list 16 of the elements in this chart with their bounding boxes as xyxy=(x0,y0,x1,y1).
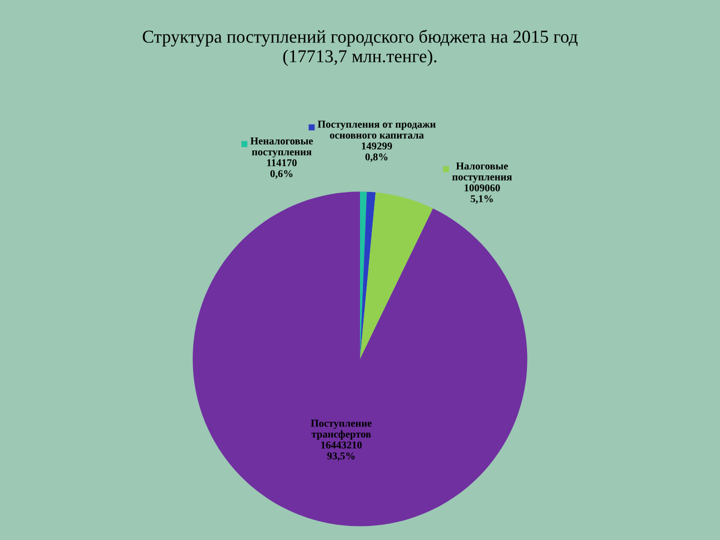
legend-label: Налоговые поступления xyxy=(452,162,512,183)
data-label: 16443210 xyxy=(321,441,362,449)
data-label: 114170 xyxy=(267,159,297,166)
text: 0,8% xyxy=(365,153,388,162)
pie-slice xyxy=(192,192,528,526)
text: 0,6% xyxy=(270,170,292,179)
text: 5,1% xyxy=(470,195,493,204)
data-label: 149299 xyxy=(362,142,392,150)
pie-slice xyxy=(360,192,433,359)
chart-title: Структура поступлений городского бюджета на 2015 год (17713,7 млн.тенге). xyxy=(142,30,578,66)
data-label: 1009060 xyxy=(464,184,500,192)
pie-slice xyxy=(360,192,376,359)
legend-label: Поступления от продажи основного капитала xyxy=(318,120,436,139)
legend-label: Неналоговые поступления xyxy=(250,138,313,158)
slice-label: Поступление трансфертов xyxy=(310,420,372,440)
text: 93,5% xyxy=(327,452,355,461)
